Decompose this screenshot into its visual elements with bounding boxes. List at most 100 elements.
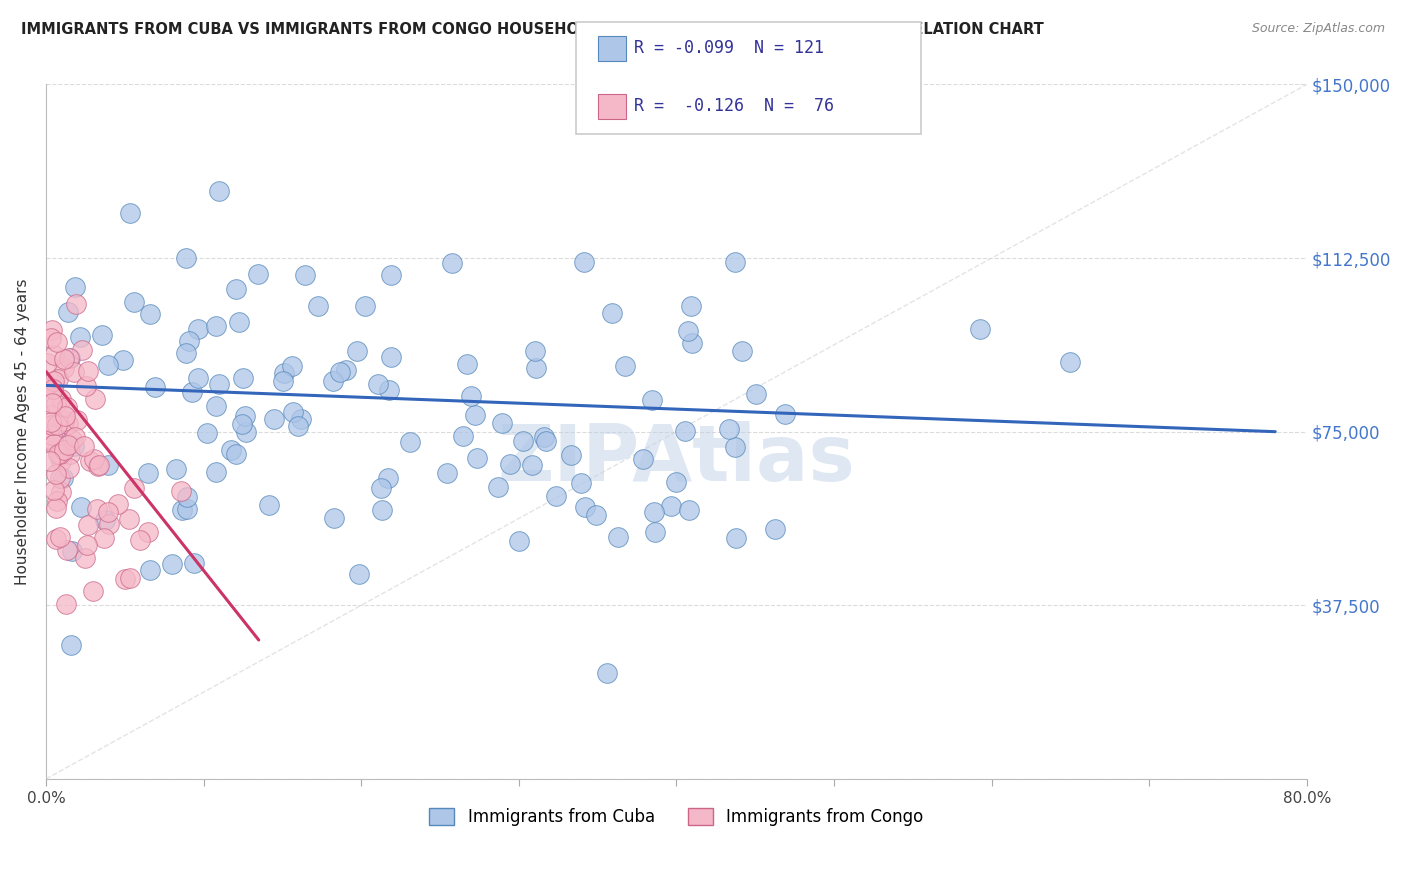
- Point: [139, 563, 162, 577]
- Point: [107, 497, 129, 511]
- Point: [679, 299, 702, 313]
- Point: [122, 294, 145, 309]
- Text: R =  -0.126  N =  76: R = -0.126 N = 76: [634, 97, 834, 115]
- Point: [969, 322, 991, 336]
- Point: [177, 334, 200, 349]
- Point: [122, 481, 145, 495]
- Point: [464, 409, 486, 423]
- Point: [114, 572, 136, 586]
- Point: [82, 584, 104, 599]
- Point: [170, 483, 193, 498]
- Point: [174, 251, 197, 265]
- Point: [49, 530, 72, 544]
- Text: ZIPAtlas: ZIPAtlas: [498, 421, 855, 498]
- Point: [678, 503, 700, 517]
- Point: [534, 434, 557, 448]
- Point: [235, 409, 257, 423]
- Point: [380, 268, 402, 282]
- Point: [46, 335, 69, 350]
- Point: [63, 430, 86, 444]
- Point: [69, 330, 91, 344]
- Point: [38, 433, 60, 447]
- Point: [94, 513, 117, 527]
- Point: [89, 458, 111, 472]
- Point: [136, 524, 159, 539]
- Text: R = -0.099  N = 121: R = -0.099 N = 121: [634, 39, 824, 57]
- Point: [77, 364, 100, 378]
- Point: [659, 499, 682, 513]
- Point: [546, 490, 568, 504]
- Point: [775, 407, 797, 421]
- Point: [451, 429, 474, 443]
- Point: [370, 481, 392, 495]
- Point: [508, 534, 530, 549]
- Point: [436, 466, 458, 480]
- Point: [91, 328, 114, 343]
- Point: [52, 352, 75, 367]
- Point: [335, 363, 357, 377]
- Point: [96, 458, 118, 472]
- Point: [641, 392, 664, 407]
- Point: [441, 256, 464, 270]
- Point: [307, 299, 329, 313]
- Point: [39, 331, 62, 345]
- Point: [45, 418, 67, 433]
- Point: [58, 438, 80, 452]
- Point: [143, 380, 166, 394]
- Point: [118, 571, 141, 585]
- Point: [42, 483, 65, 497]
- Point: [533, 430, 555, 444]
- Point: [378, 384, 401, 398]
- Point: [499, 458, 522, 472]
- Point: [763, 522, 786, 536]
- Point: [187, 322, 209, 336]
- Point: [322, 374, 344, 388]
- Point: [87, 458, 110, 473]
- Point: [52, 471, 75, 485]
- Point: [524, 344, 547, 359]
- Point: [93, 531, 115, 545]
- Point: [73, 550, 96, 565]
- Point: [58, 461, 80, 475]
- Point: [225, 282, 247, 296]
- Point: [44, 425, 66, 440]
- Point: [281, 405, 304, 419]
- Point: [606, 530, 628, 544]
- Point: [346, 343, 368, 358]
- Point: [195, 425, 218, 440]
- Point: [673, 425, 696, 439]
- Point: [512, 434, 534, 449]
- Point: [287, 419, 309, 434]
- Y-axis label: Householder Income Ages 45 - 64 years: Householder Income Ages 45 - 64 years: [15, 278, 30, 585]
- Point: [235, 425, 257, 439]
- Point: [614, 359, 637, 373]
- Point: [724, 531, 747, 545]
- Point: [204, 466, 226, 480]
- Point: [79, 454, 101, 468]
- Point: [187, 371, 209, 385]
- Point: [160, 557, 183, 571]
- Point: [371, 503, 394, 517]
- Point: [49, 454, 72, 468]
- Point: [60, 544, 83, 558]
- Point: [48, 372, 70, 386]
- Point: [65, 280, 87, 294]
- Point: [45, 493, 67, 508]
- Point: [724, 440, 747, 454]
- Point: [174, 346, 197, 360]
- Point: [1059, 355, 1081, 369]
- Point: [136, 466, 159, 480]
- Point: [377, 471, 399, 485]
- Point: [232, 371, 254, 385]
- Point: [676, 325, 699, 339]
- Point: [76, 537, 98, 551]
- Point: [596, 665, 619, 680]
- Point: [294, 268, 316, 282]
- Point: [176, 501, 198, 516]
- Point: [681, 335, 703, 350]
- Point: [643, 505, 665, 519]
- Point: [41, 395, 63, 409]
- Point: [228, 315, 250, 329]
- Point: [41, 418, 63, 433]
- Point: [41, 428, 63, 442]
